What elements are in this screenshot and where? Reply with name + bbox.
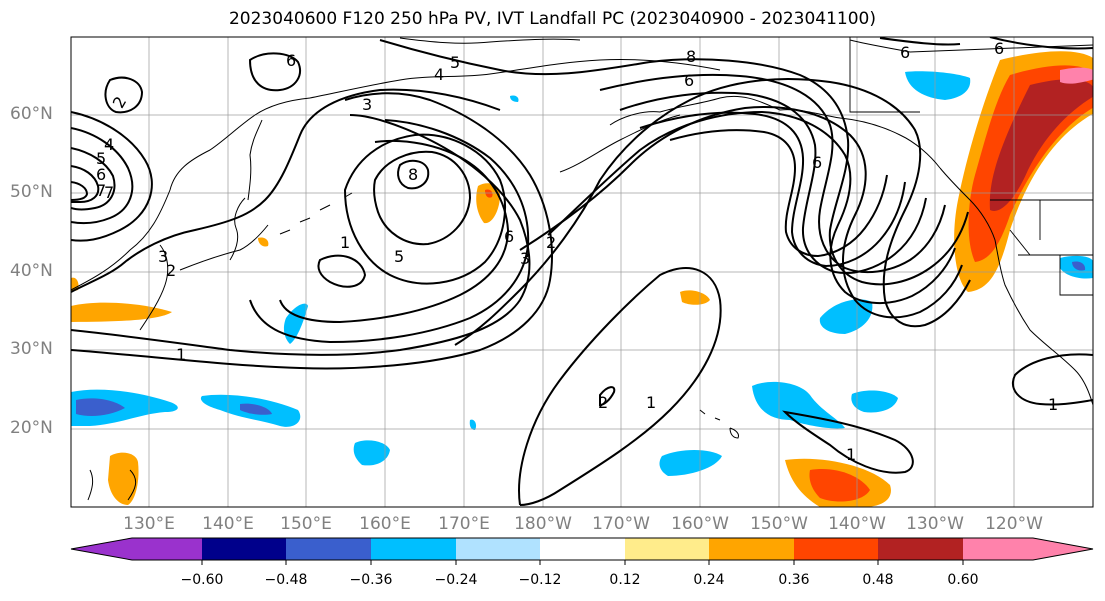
- contour-label: 6: [812, 153, 822, 172]
- colorbar-segment: [202, 538, 286, 560]
- colorbar-segment: [625, 538, 709, 560]
- contour-label: 1: [846, 445, 856, 464]
- contour-label: 8: [686, 47, 696, 66]
- lon-label: 130°W: [906, 514, 964, 534]
- contour-label: 1: [176, 345, 186, 364]
- contour-label: 3: [362, 95, 372, 114]
- colorbar: [70, 537, 1094, 565]
- contour-label: 7: [104, 183, 114, 202]
- contour-label: 3: [158, 247, 168, 266]
- map-title: 2023040600 F120 250 hPa PV, IVT Landfall…: [228, 9, 876, 29]
- colorbar-extend-low: [71, 538, 132, 560]
- colorbar-tick-label: 0.24: [693, 572, 725, 588]
- lat-label: 30°N: [10, 339, 53, 359]
- lat-label: 60°N: [10, 104, 53, 124]
- colorbar-segment: [132, 538, 202, 560]
- contour-label: 6: [96, 165, 106, 184]
- lon-label: 150°E: [280, 514, 332, 534]
- colorbar-segment: [371, 538, 456, 560]
- colorbar-tick-label: −0.36: [349, 572, 393, 588]
- contour-label: 6: [900, 43, 910, 62]
- coastlines: [71, 37, 1093, 501]
- colorbar-tick-label: 0.48: [862, 572, 894, 588]
- contour-label: 2: [166, 261, 176, 280]
- ivt-negative-shading: [71, 71, 1093, 476]
- colorbar-extend-high: [1033, 538, 1093, 560]
- pv-contours: [71, 37, 1093, 506]
- lat-label: 50°N: [10, 182, 53, 202]
- colorbar-tick-label: 0.12: [609, 572, 641, 588]
- contour-label: 1: [646, 393, 656, 412]
- colorbar-tick-label: −0.60: [180, 572, 224, 588]
- contour-label: 5: [96, 149, 106, 168]
- colorbar-segment: [794, 538, 878, 560]
- lon-label: 170°W: [592, 514, 650, 534]
- contour-label: 5: [394, 247, 404, 266]
- lon-label: 120°W: [985, 514, 1043, 534]
- lon-label: 170°E: [438, 514, 490, 534]
- contour-label: 1: [1048, 395, 1058, 414]
- contour-label: 7: [96, 181, 106, 200]
- colorbar-segment: [286, 538, 371, 560]
- lon-label: 130°E: [123, 514, 175, 534]
- colorbar-tick-label: −0.24: [434, 572, 478, 588]
- contour-labels: 6 2 5 4 3 8 6 6 7 5 4 7 6 3 2 2 8 6 3 5 …: [96, 39, 1058, 464]
- colorbar-outline: [70, 537, 1094, 561]
- lon-label: 150°W: [750, 514, 808, 534]
- lon-label: 160°E: [359, 514, 411, 534]
- colorbar-segment: [540, 538, 625, 560]
- colorbar-tick-label: 0.36: [778, 572, 810, 588]
- lon-label: 160°W: [671, 514, 729, 534]
- colorbar-tick-label: −0.48: [264, 572, 308, 588]
- political-boundaries: [849, 37, 1093, 296]
- contour-label: 4: [104, 135, 114, 154]
- map-border: [70, 36, 1094, 508]
- contour-label: 6: [504, 227, 514, 246]
- contour-label: 6: [994, 39, 1004, 58]
- colorbar-tick-label: −0.12: [518, 572, 562, 588]
- colorbar-segment: [878, 538, 963, 560]
- contour-label: 6: [684, 71, 694, 90]
- lon-label: 140°E: [202, 514, 254, 534]
- lon-label: 180°W: [514, 514, 572, 534]
- contour-label: 4: [434, 65, 444, 84]
- contour-label: 1: [340, 233, 350, 252]
- colorbar-segment: [963, 538, 1033, 560]
- colorbar-ticks: [201, 560, 964, 565]
- lat-label: 20°N: [10, 418, 53, 438]
- contour-label: 2: [598, 393, 608, 412]
- contour-label: 6: [286, 51, 296, 70]
- contour-label: 3: [520, 249, 530, 268]
- colorbar-segment: [709, 538, 794, 560]
- lat-label: 40°N: [10, 261, 53, 281]
- contour-label: 5: [450, 53, 460, 72]
- contour-label: 8: [408, 165, 418, 184]
- colorbar-tick-label: 0.60: [947, 572, 979, 588]
- lon-label: 140°W: [828, 514, 886, 534]
- colorbar-segment: [456, 538, 540, 560]
- contour-label: 2: [546, 233, 556, 252]
